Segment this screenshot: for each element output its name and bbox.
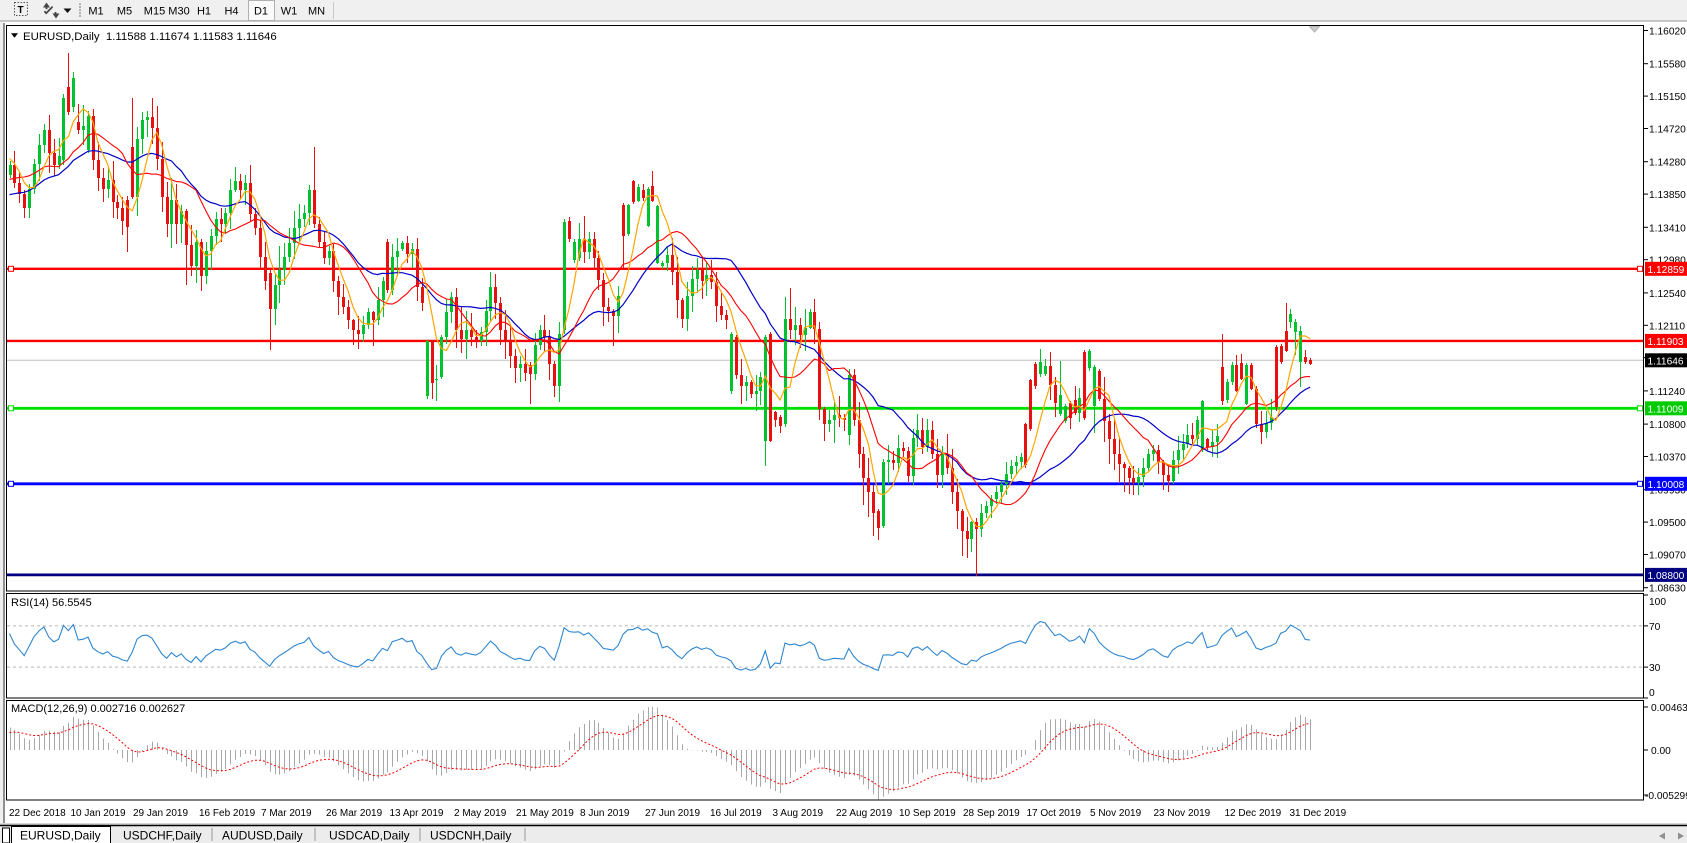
svg-text:0.00: 0.00 bbox=[1651, 746, 1671, 757]
svg-text:1.10370: 1.10370 bbox=[1649, 453, 1686, 464]
svg-text:1.09070: 1.09070 bbox=[1649, 551, 1686, 562]
svg-text:M30: M30 bbox=[168, 6, 189, 18]
svg-text:17 Oct 2019: 17 Oct 2019 bbox=[1027, 808, 1082, 819]
svg-text:1.13850: 1.13850 bbox=[1649, 190, 1686, 201]
svg-text:0: 0 bbox=[1649, 688, 1655, 699]
svg-text:31 Dec 2019: 31 Dec 2019 bbox=[1290, 808, 1347, 819]
svg-text:USDCHF,Daily: USDCHF,Daily bbox=[123, 829, 202, 843]
svg-text:W1: W1 bbox=[281, 6, 298, 18]
svg-text:H1: H1 bbox=[197, 6, 211, 18]
svg-text:22 Dec 2018: 22 Dec 2018 bbox=[9, 808, 66, 819]
svg-text:28 Sep 2019: 28 Sep 2019 bbox=[963, 808, 1020, 819]
svg-text:3 Aug 2019: 3 Aug 2019 bbox=[773, 808, 824, 819]
svg-text:1.10008: 1.10008 bbox=[1648, 480, 1685, 491]
svg-text:7 Mar 2019: 7 Mar 2019 bbox=[261, 808, 312, 819]
svg-text:D1: D1 bbox=[254, 6, 268, 18]
svg-text:EURUSD,Daily 1.11588 1.11674: EURUSD,Daily 1.11588 1.11674 1.11583 1.1… bbox=[23, 31, 277, 43]
svg-text:2 May 2019: 2 May 2019 bbox=[454, 808, 507, 819]
svg-text:1.08630: 1.08630 bbox=[1649, 584, 1686, 595]
svg-text:1.15580: 1.15580 bbox=[1649, 60, 1686, 71]
svg-text:1.16020: 1.16020 bbox=[1649, 27, 1686, 38]
svg-text:1.12980: 1.12980 bbox=[1649, 256, 1686, 267]
svg-text:10 Sep 2019: 10 Sep 2019 bbox=[899, 808, 956, 819]
svg-text:M1: M1 bbox=[88, 6, 103, 18]
svg-text:100: 100 bbox=[1649, 597, 1666, 608]
svg-text:1.14720: 1.14720 bbox=[1649, 125, 1686, 136]
svg-text:USDCNH,Daily: USDCNH,Daily bbox=[430, 829, 511, 843]
svg-text:-0.005299: -0.005299 bbox=[1645, 791, 1687, 802]
svg-text:H4: H4 bbox=[224, 6, 238, 18]
svg-text:1.12110: 1.12110 bbox=[1649, 321, 1685, 332]
svg-text:1.11903: 1.11903 bbox=[1648, 337, 1684, 348]
svg-text:1.12859: 1.12859 bbox=[1648, 265, 1685, 276]
svg-text:30: 30 bbox=[1649, 663, 1661, 674]
svg-text:AUDUSD,Daily: AUDUSD,Daily bbox=[222, 829, 303, 843]
svg-text:29 Jan 2019: 29 Jan 2019 bbox=[133, 808, 188, 819]
svg-text:USDCAD,Daily: USDCAD,Daily bbox=[329, 829, 410, 843]
svg-text:M15: M15 bbox=[144, 6, 165, 18]
svg-text:12 Dec 2019: 12 Dec 2019 bbox=[1225, 808, 1282, 819]
svg-text:1.15150: 1.15150 bbox=[1649, 92, 1686, 103]
svg-text:10 Jan 2019: 10 Jan 2019 bbox=[71, 808, 126, 819]
svg-text:26 Mar 2019: 26 Mar 2019 bbox=[326, 808, 383, 819]
svg-text:13 Apr 2019: 13 Apr 2019 bbox=[390, 808, 444, 819]
svg-text:1.14280: 1.14280 bbox=[1649, 158, 1686, 169]
svg-text:1.09500: 1.09500 bbox=[1649, 518, 1686, 529]
svg-text:16 Jul 2019: 16 Jul 2019 bbox=[710, 808, 762, 819]
svg-text:1.12540: 1.12540 bbox=[1649, 289, 1686, 300]
svg-text:8 Jun 2019: 8 Jun 2019 bbox=[580, 808, 630, 819]
svg-text:EURUSD,Daily: EURUSD,Daily bbox=[20, 829, 101, 843]
svg-text:5 Nov 2019: 5 Nov 2019 bbox=[1090, 808, 1142, 819]
svg-text:21 May 2019: 21 May 2019 bbox=[516, 808, 574, 819]
svg-text:16 Feb 2019: 16 Feb 2019 bbox=[199, 808, 256, 819]
svg-text:23 Nov 2019: 23 Nov 2019 bbox=[1154, 808, 1211, 819]
svg-text:0.00463: 0.00463 bbox=[1651, 703, 1687, 714]
svg-text:1.11646: 1.11646 bbox=[1648, 356, 1684, 367]
svg-text:22 Aug 2019: 22 Aug 2019 bbox=[836, 808, 893, 819]
svg-text:1.09930: 1.09930 bbox=[1649, 486, 1686, 497]
svg-text:MACD(12,26,9) 0.002716 0.00262: MACD(12,26,9) 0.002716 0.002627 bbox=[11, 703, 185, 715]
svg-text:1.08800: 1.08800 bbox=[1648, 571, 1685, 582]
svg-text:70: 70 bbox=[1649, 622, 1661, 633]
svg-text:M5: M5 bbox=[117, 6, 132, 18]
svg-text:1.10800: 1.10800 bbox=[1649, 420, 1686, 431]
svg-text:27 Jun 2019: 27 Jun 2019 bbox=[645, 808, 700, 819]
svg-text:RSI(14) 56.5545: RSI(14) 56.5545 bbox=[11, 597, 92, 609]
svg-text:1.11009: 1.11009 bbox=[1648, 404, 1684, 415]
svg-text:T: T bbox=[18, 5, 24, 16]
svg-text:1.13410: 1.13410 bbox=[1649, 223, 1686, 234]
svg-text:1.11240: 1.11240 bbox=[1649, 387, 1685, 398]
svg-text:MN: MN bbox=[308, 6, 325, 18]
